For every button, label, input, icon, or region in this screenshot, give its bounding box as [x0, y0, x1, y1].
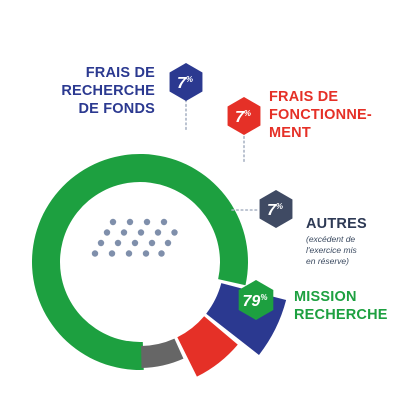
- label-line: AUTRES: [306, 216, 367, 232]
- label-line: MISSION: [294, 289, 357, 305]
- dot: [97, 239, 105, 247]
- dot: [103, 229, 111, 236]
- dot: [91, 250, 99, 257]
- value-number: 7: [235, 109, 245, 126]
- dot: [120, 229, 128, 236]
- leader-lines: [185, 99, 259, 211]
- value-unit: %: [276, 202, 283, 211]
- value-unit: %: [186, 75, 193, 84]
- sublabel-line: en réserve): [306, 256, 349, 266]
- value-label: 7%: [267, 202, 283, 219]
- label-frais-fonctionnement: FRAIS DE FONCTIONNE- MENT: [269, 89, 372, 141]
- label-frais-recherche-fonds: FRAIS DE RECHERCHE DE FONDS: [61, 65, 155, 117]
- hexagon-mission-recherche: 79%: [238, 280, 274, 320]
- hexagon-shape: [169, 63, 203, 101]
- dot: [158, 250, 165, 257]
- value-hexagons: 7%7%7%79%: [169, 63, 293, 320]
- value-unit: %: [244, 109, 251, 118]
- label-line: DE FONDS: [78, 101, 155, 117]
- value-number: 7: [267, 202, 277, 219]
- value-label: 79%: [243, 293, 268, 310]
- dot: [131, 239, 139, 247]
- hexagon-frais-fonctionnement: 7%: [227, 97, 261, 135]
- label-mission-recherche: MISSION RECHERCHE: [294, 289, 388, 323]
- dot: [114, 239, 122, 247]
- hexagon-autres: 7%: [259, 190, 293, 228]
- dot: [148, 239, 156, 247]
- dot: [164, 239, 172, 247]
- dot: [143, 218, 151, 226]
- slice-frais-fonctionnement: [177, 316, 238, 377]
- label-line: RECHERCHE: [61, 83, 155, 99]
- dot: [142, 250, 150, 257]
- value-label: 7%: [235, 109, 251, 126]
- hexagon-frais-recherche-fonds: 7%: [169, 63, 203, 101]
- decorative-dot-grid: [91, 218, 178, 257]
- label-line: FRAIS DE: [86, 65, 155, 81]
- slice-labels: FRAIS DE RECHERCHE DE FONDS FRAIS DE FONCTIO…: [61, 65, 387, 323]
- slice-autres: [141, 338, 184, 368]
- value-number: 79: [243, 293, 261, 310]
- label-line: FONCTIONNE-: [269, 107, 372, 123]
- value-unit: %: [260, 293, 267, 302]
- dot: [108, 250, 116, 257]
- dot: [109, 218, 117, 226]
- dot: [125, 250, 133, 257]
- hexagon-shape: [259, 190, 293, 228]
- dot: [171, 229, 178, 236]
- dot: [126, 218, 134, 226]
- value-label: 7%: [177, 75, 193, 92]
- value-number: 7: [177, 75, 187, 92]
- dot: [160, 218, 168, 226]
- dot: [137, 229, 145, 236]
- sublabel-line: (excédent de: [306, 234, 355, 244]
- hexagon-shape: [227, 97, 261, 135]
- label-line: FRAIS DE: [269, 89, 338, 105]
- donut-slices: [31, 154, 287, 377]
- hexagon-shape: [238, 280, 274, 320]
- label-line: MENT: [269, 125, 311, 141]
- dot: [154, 229, 162, 236]
- sublabel-line: l'exercice mis: [306, 245, 357, 255]
- label-line: RECHERCHE: [294, 307, 388, 323]
